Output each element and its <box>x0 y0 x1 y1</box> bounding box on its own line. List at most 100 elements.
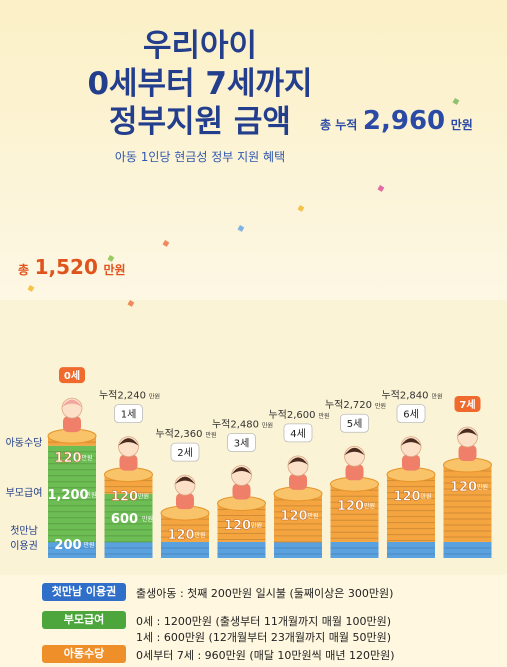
legend-text-parent-benefit-1: 1세 : 600만원 (12개월부터 23개월까지 매월 50만원) <box>136 631 392 644</box>
age-label-4: 4세 <box>290 428 306 440</box>
value-label-allowance-0: 120 <box>54 451 81 466</box>
value-unit-allowance-7: 만원 <box>477 483 488 491</box>
bar-2-7 <box>443 464 492 542</box>
child-body-5 <box>345 464 364 481</box>
total-age0: 총 1,520 만원 <box>18 255 126 279</box>
confetti-2 <box>237 225 245 232</box>
age-box-2 <box>170 442 200 462</box>
child-hair-3 <box>231 466 252 475</box>
confetti-4 <box>377 184 385 192</box>
legend-text-voucher: 출생아동 : 첫째 200만원 일시불 (둘째이상은 300만원) <box>136 587 394 600</box>
child-body-7 <box>458 444 477 461</box>
total-cumulative: 총 누적 2,960 만원 <box>320 106 473 136</box>
value-unit-allowance-6: 만원 <box>420 493 431 501</box>
child-body-2 <box>176 493 194 510</box>
child-hair-0 <box>62 399 82 408</box>
value-unit-allowance-4: 만원 <box>307 512 318 520</box>
row-label-first-meeting-voucher: 첫만남 이용권 <box>10 526 38 552</box>
cumulative-label-5: 누적2,720 <box>325 399 372 411</box>
age-label-1: 1세 <box>121 409 137 421</box>
value-unit-allowance-0: 만원 <box>81 454 92 462</box>
cumulative-label-2: 누적2,360 <box>155 428 202 440</box>
age-label-2: 2세 <box>177 447 193 459</box>
cumulative-unit-4: 만원 <box>318 412 329 420</box>
value-unit-parent-1: 만원 <box>142 515 153 523</box>
age-box-4 <box>283 423 313 443</box>
total-age0-unit: 만원 <box>103 263 126 277</box>
age-box-6 <box>396 404 426 423</box>
value-unit-allowance-2: 만원 <box>194 531 205 539</box>
title-line-2: 0세부터 7세까지 <box>87 66 313 102</box>
child-body-1 <box>119 454 138 471</box>
value-unit-allowance-3: 만원 <box>251 521 262 529</box>
legend-text-parent-benefit-0: 0세 : 1200만원 (출생부터 11개월까지 매월 100만원) <box>136 615 392 628</box>
age-label-5: 5세 <box>347 418 363 430</box>
child-hair-2 <box>175 476 195 485</box>
child-hair-1 <box>118 438 139 446</box>
age-label-3: 3세 <box>234 437 250 449</box>
legend: 첫만남 이용권 출생아동 : 첫째 200만원 일시불 (둘째이상은 300만원… <box>0 575 507 667</box>
value-label-allowance-4: 120 <box>280 509 307 524</box>
value-unit-allowance-5: 만원 <box>364 502 375 510</box>
value-label-allowance-3: 120 <box>224 518 251 533</box>
value-label-allowance-1: 120 <box>111 490 138 505</box>
total-value: 2,960 <box>362 106 446 136</box>
cumulative-label-6: 누적2,840 <box>381 390 428 402</box>
child-hair-4 <box>288 457 308 465</box>
confetti-1 <box>162 240 170 247</box>
child-hair-5 <box>344 447 365 456</box>
confetti-5 <box>452 98 460 105</box>
cumulative-unit-1: 만원 <box>149 393 160 401</box>
value-unit-parent-0: 만원 <box>85 491 96 499</box>
age-box-1 <box>114 404 143 423</box>
cumulative-unit-5: 만원 <box>375 402 386 410</box>
child-body-3 <box>232 483 251 500</box>
value-label-allowance-6: 120 <box>393 490 420 505</box>
value-label-allowance-5: 120 <box>337 499 364 514</box>
child-hair-6 <box>401 438 421 446</box>
cumulative-label-1: 누적2,240 <box>99 390 146 402</box>
legend-badge-voucher: 첫만남 이용권 <box>42 583 126 601</box>
bar-0-1 <box>104 541 153 558</box>
value-label-parent-1: 600 <box>111 512 138 527</box>
total-age0-value: 1,520 <box>34 255 98 279</box>
cumulative-unit-6: 만원 <box>431 393 442 401</box>
value-label-parent-0: 1,200 <box>47 488 88 503</box>
header-background <box>0 0 507 300</box>
age-badge-7: 7세 <box>459 398 475 411</box>
bar-0-6 <box>387 541 435 558</box>
total-unit: 만원 <box>450 118 473 132</box>
cumulative-label-3: 누적2,480 <box>212 418 259 430</box>
row-label-child-allowance: 아동수당 <box>5 438 43 449</box>
cumulative-unit-2: 만원 <box>205 431 216 439</box>
age-box-3 <box>227 433 256 452</box>
row-label-parent-benefit: 부모급여 <box>5 488 43 499</box>
age-label-6: 6세 <box>403 409 419 421</box>
bar-0-4 <box>274 541 322 558</box>
child-body-4 <box>289 473 307 490</box>
legend-badge-child-allowance: 아동수당 <box>42 645 126 663</box>
title-line-3: 정부지원 금액 <box>109 104 291 140</box>
cumulative-label-4: 누적2,600 <box>268 409 315 421</box>
age-badge-bg-0 <box>59 367 85 384</box>
bar-0-3 <box>217 541 266 558</box>
value-label-allowance-2: 120 <box>167 528 194 543</box>
value-unit-allowance-1: 만원 <box>138 493 149 501</box>
child-body-6 <box>402 454 420 471</box>
cumulative-unit-3: 만원 <box>262 421 273 429</box>
child-hair-7 <box>457 428 478 436</box>
confetti-7 <box>127 300 135 307</box>
child-body-0 <box>63 416 81 433</box>
bar-2-6 <box>387 474 435 542</box>
bar-0-7 <box>443 541 492 558</box>
total-prefix: 총 누적 <box>320 118 358 132</box>
age-badge-bg-7 <box>454 395 481 412</box>
confetti-3 <box>297 205 305 212</box>
subtitle: 아동 1인당 현금성 정부 지원 혜택 <box>114 150 286 164</box>
confetti-6 <box>27 285 35 292</box>
value-unit-voucher-0: 만원 <box>83 541 94 549</box>
value-label-voucher-0: 200 <box>54 538 81 553</box>
age-badge-0: 0세 <box>64 369 80 382</box>
value-label-allowance-7: 120 <box>450 480 477 495</box>
